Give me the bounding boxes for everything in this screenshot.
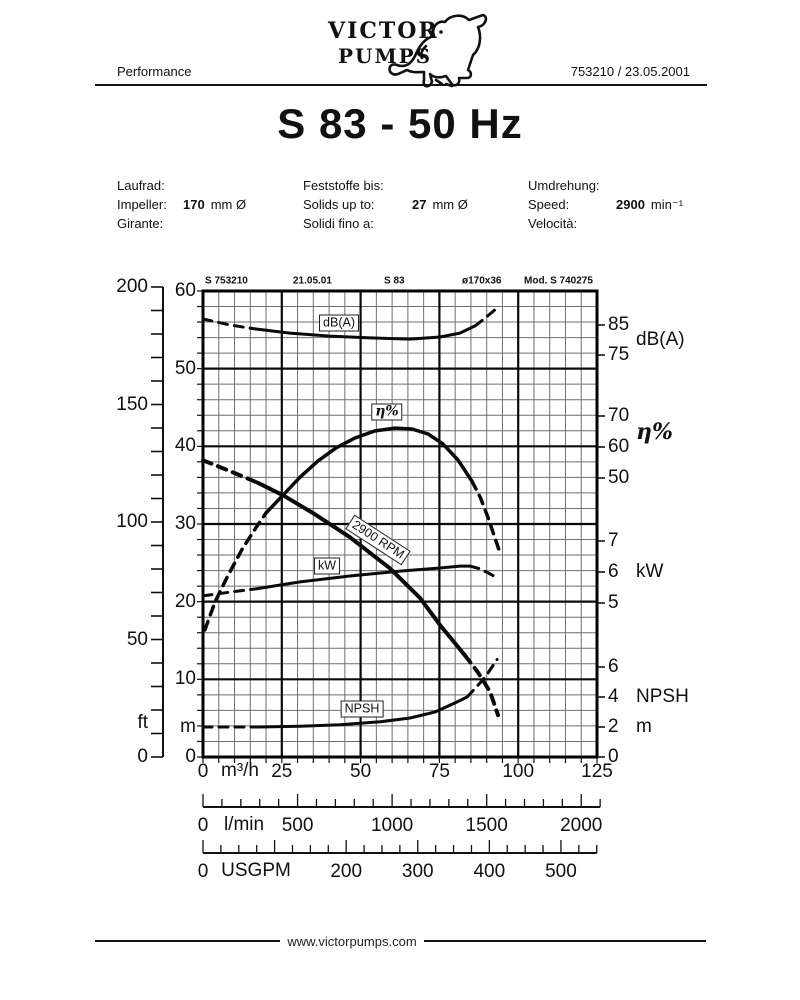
spec-speed-label-it: Velocità: xyxy=(528,216,578,231)
spec-solids-label-en: Solids up to: xyxy=(303,197,375,212)
spec-speed: Umdrehung: Speed: Velocità: 2900 min⁻¹ xyxy=(528,176,683,233)
curve-efficiency xyxy=(264,426,474,515)
footer-rule-left xyxy=(95,940,280,942)
footer-url: www.victorpumps.com xyxy=(287,934,417,949)
spec-speed-value: 2900 min⁻¹ xyxy=(616,195,683,214)
logo-text-victor: VICTOR xyxy=(328,18,439,44)
footer-rule-right xyxy=(424,940,706,942)
spec-impeller: Laufrad: Impeller: Girante: 170 mm Ø xyxy=(117,176,246,233)
spec-impeller-label-it: Girante: xyxy=(117,216,164,231)
plot-header-model: S 83 xyxy=(384,275,405,287)
curve-head-2900rpm xyxy=(462,653,500,718)
spec-solids-label-de: Feststoffe bis: xyxy=(303,178,384,193)
curve-head-2900rpm xyxy=(255,480,467,658)
curve-npsh xyxy=(256,695,469,729)
spec-speed-label-de: Umdrehung: xyxy=(528,178,600,193)
performance-label: Performance xyxy=(117,64,192,79)
spec-impeller-value: 170 mm Ø xyxy=(183,195,246,214)
speed-unit: min⁻¹ xyxy=(650,197,684,212)
curve-label-dba: dB(A) xyxy=(319,314,359,332)
curve-label-npsh: NPSH xyxy=(340,700,384,718)
plot-header-serial: S 753210 xyxy=(205,275,248,287)
curve-label-eta: η% xyxy=(371,403,403,421)
curve-power-kw xyxy=(468,564,499,580)
impeller-diameter: 170 xyxy=(183,197,205,212)
curve-label-kw: kW xyxy=(313,557,341,575)
curve-power-kw xyxy=(253,564,472,591)
curve-power-kw xyxy=(201,587,257,598)
curve-noise-dba xyxy=(253,324,477,341)
curve-noise-dba xyxy=(201,317,257,331)
spec-solids-label-it: Solidi fino a: xyxy=(303,216,374,231)
curve-noise-dba xyxy=(473,306,499,328)
plot-header-impeller: ø170x36 xyxy=(462,275,502,287)
plot-header-date: 21.05.01 xyxy=(293,275,332,287)
spec-solids: Feststoffe bis: Solids up to: Solidi fin… xyxy=(303,176,468,233)
header-rule xyxy=(95,84,707,86)
spec-impeller-label-de: Laufrad: xyxy=(117,178,165,193)
speed-rpm: 2900 xyxy=(616,197,645,212)
curve-efficiency xyxy=(203,511,268,632)
solids-size: 27 xyxy=(412,197,427,212)
impeller-unit: mm Ø xyxy=(210,197,247,212)
doc-number: 753210 / 23.05.2001 xyxy=(570,64,690,79)
page-title: S 83 - 50 Hz xyxy=(277,100,523,147)
spec-impeller-label-en: Impeller: xyxy=(117,197,167,212)
curve-npsh xyxy=(465,658,499,699)
spec-solids-value: 27 mm Ø xyxy=(412,195,468,214)
solids-unit: mm Ø xyxy=(432,197,468,212)
elephant-eye xyxy=(439,30,443,34)
curve-head-2900rpm xyxy=(201,458,260,485)
plot-header-mod: Mod. S 740275 xyxy=(524,275,593,287)
spec-speed-label-en: Speed: xyxy=(528,197,570,212)
curve-efficiency xyxy=(470,479,501,552)
